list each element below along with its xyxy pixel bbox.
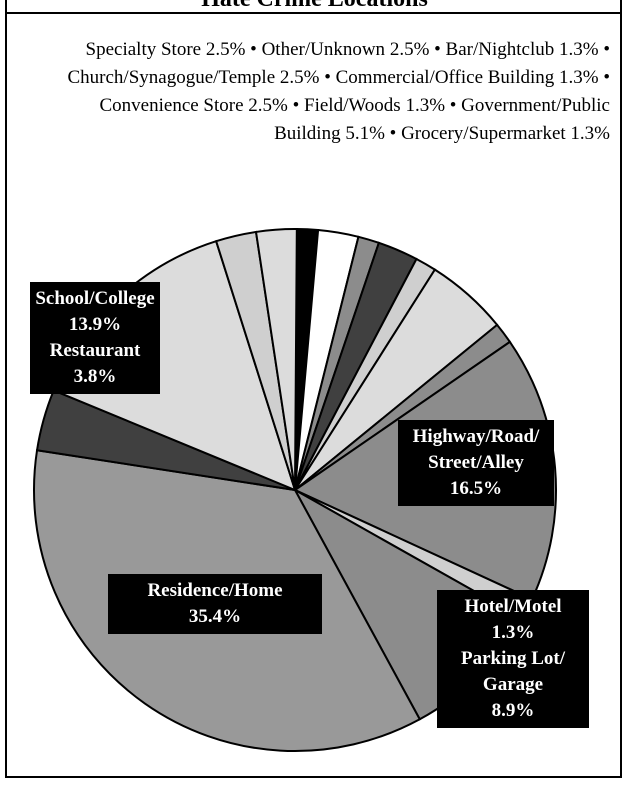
slice-value: 2.5% xyxy=(279,67,320,88)
label-box: Hotel/Motel 1.3% Parking Lot/Garage 8.9% xyxy=(437,590,589,728)
slice-label: School/College xyxy=(35,288,155,309)
slice-label: Hotel/Motel xyxy=(464,596,562,617)
slice-label: Other/Unknown xyxy=(261,39,386,60)
frame xyxy=(5,0,622,778)
separator: • xyxy=(603,67,610,88)
separator: • xyxy=(292,95,300,116)
slice-label: Highway/Road/Street/Alley xyxy=(412,426,540,473)
slice-value: 1.3% xyxy=(559,39,599,60)
slice-label: Commercial/Office Building xyxy=(335,67,555,88)
separator: • xyxy=(250,39,257,60)
separator: • xyxy=(389,123,397,144)
pie-slice xyxy=(254,228,298,491)
slice-value: 13.9% xyxy=(68,314,122,335)
slice-label: Government/Public Building xyxy=(274,95,610,144)
slice-value: 2.5% xyxy=(248,95,288,116)
separator: • xyxy=(603,39,610,60)
label-box: Highway/Road/Street/Alley 16.5% xyxy=(398,420,554,506)
title-rule xyxy=(5,12,622,14)
slice-label: Field/Woods xyxy=(304,95,401,116)
slice-label: Grocery/Supermarket xyxy=(401,123,566,144)
slice-value: 8.9% xyxy=(491,700,535,721)
small-labels: Specialty Store 2.5% • Other/Unknown 2.5… xyxy=(28,36,611,148)
separator: • xyxy=(324,67,331,88)
label-box: Residence/Home 35.4% xyxy=(108,574,322,634)
chart-title: Hate Crime Locations xyxy=(0,0,629,13)
slice-value: 1.3% xyxy=(570,123,610,144)
slice-value: 2.5% xyxy=(205,39,246,60)
slice-label: Parking Lot/Garage xyxy=(461,648,565,695)
slice-value: 5.1% xyxy=(345,123,385,144)
slice-value: 1.3% xyxy=(559,67,599,88)
slice-value: 16.5% xyxy=(449,478,503,499)
slice-value: 35.4% xyxy=(188,606,242,627)
label-box: School/College 13.9% Restaurant 3.8% xyxy=(30,282,160,394)
slice-value: 1.3% xyxy=(491,622,535,643)
slice-label: Convenience Store xyxy=(99,95,244,116)
slice-label: Restaurant xyxy=(49,340,141,361)
slice-value: 2.5% xyxy=(389,39,430,60)
slice-label: Residence/Home xyxy=(147,580,283,601)
slice-label: Church/Synagogue/Temple xyxy=(67,67,276,88)
separator: • xyxy=(449,95,457,116)
separator: • xyxy=(434,39,441,60)
slice-label: Specialty Store xyxy=(85,39,202,60)
slice-value: 1.3% xyxy=(405,95,446,116)
slice-value: 3.8% xyxy=(73,366,117,387)
slice-label: Bar/Nightclub xyxy=(445,39,555,60)
